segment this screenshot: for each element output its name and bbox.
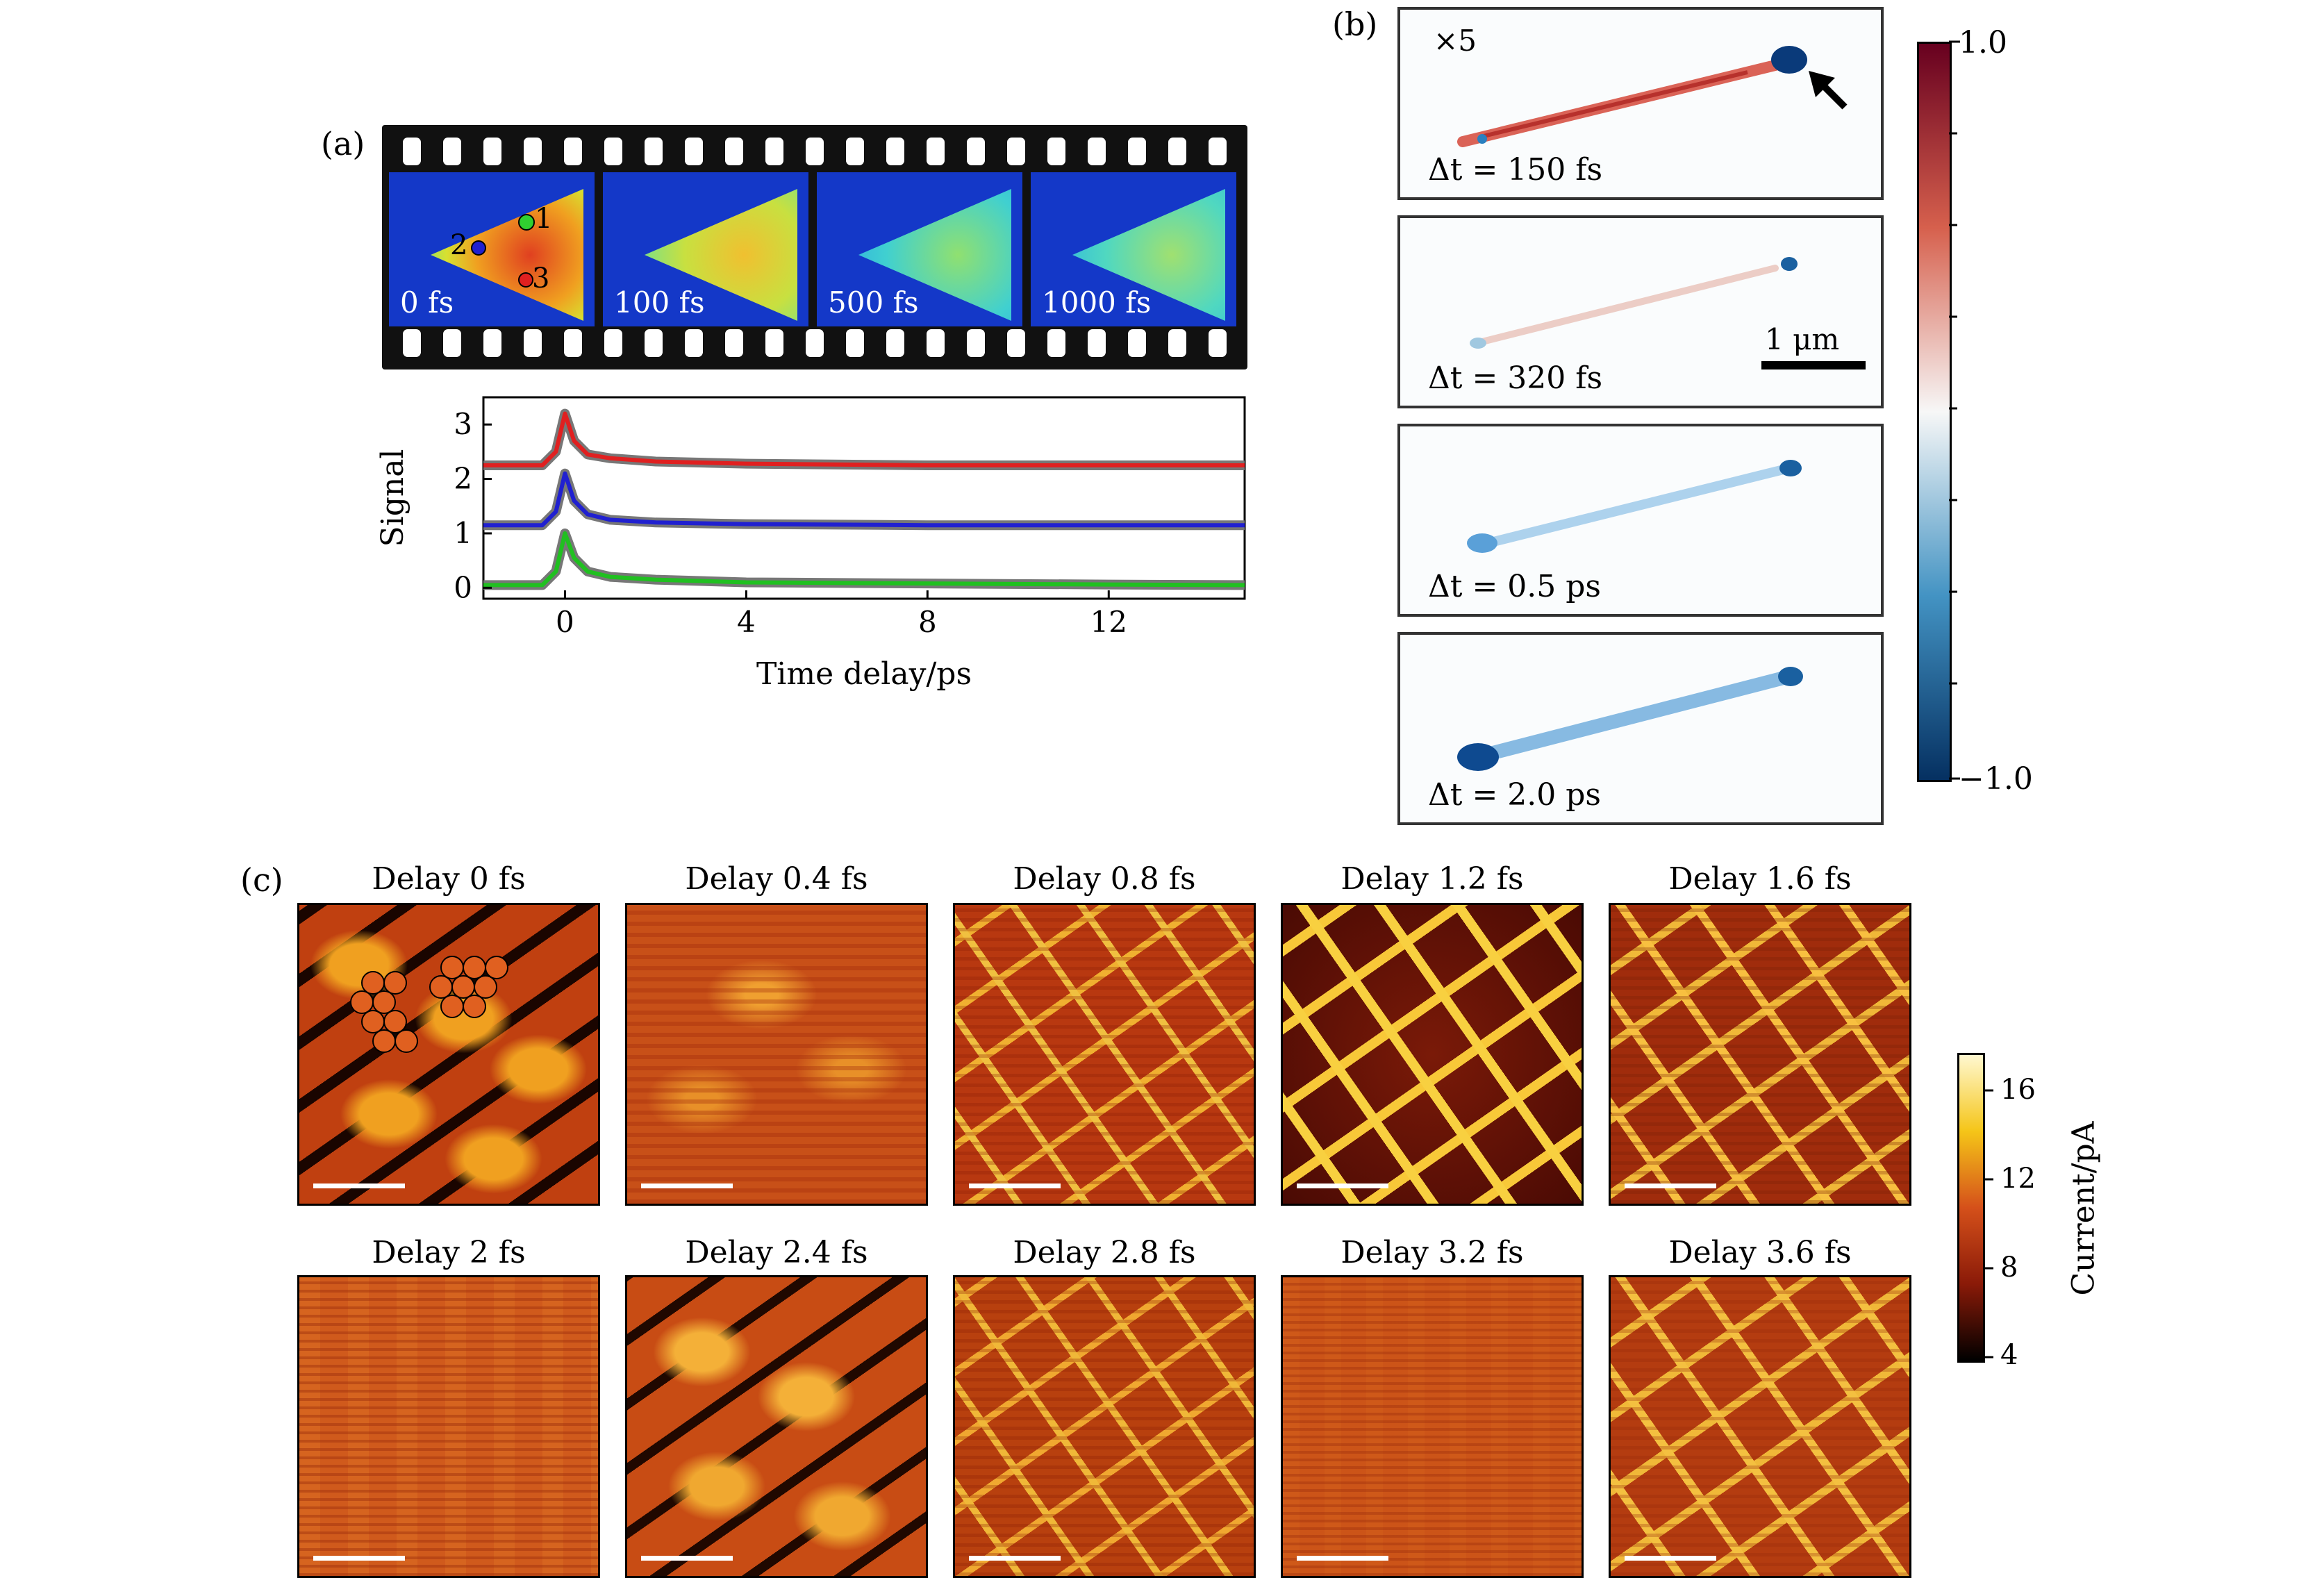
stm-title: Delay 1.2 fs — [1341, 861, 1524, 897]
stm-image-2 — [953, 903, 1256, 1206]
stm-image-6 — [625, 1275, 928, 1578]
marker-2-label: 2 — [450, 229, 468, 261]
stm-image-0 — [297, 903, 600, 1206]
panel-c-label: (c) — [240, 861, 283, 899]
x-axis-label: Time delay/ps — [756, 656, 972, 692]
stm-title: Delay 2.8 fs — [1013, 1235, 1196, 1270]
colorbar-c — [1957, 1053, 1985, 1363]
colorbar-c-tick: 16 — [2000, 1074, 2036, 1106]
marker-1-dot — [518, 214, 535, 231]
stm-image-7 — [953, 1275, 1256, 1578]
marker-1-label: 1 — [535, 203, 553, 235]
scale-bar — [1297, 1184, 1388, 1188]
transient-frame-150fs: ×5 Δt = 150 fs — [1397, 7, 1884, 200]
y-tick-label: 3 — [454, 407, 472, 441]
stm-title: Delay 2 fs — [372, 1235, 526, 1270]
scale-bar — [641, 1556, 733, 1561]
stm-title: Delay 0.4 fs — [685, 861, 868, 897]
frame-label: Δt = 320 fs — [1428, 360, 1603, 396]
stm-image-9 — [1609, 1275, 1911, 1578]
scale-bar — [641, 1184, 733, 1188]
stm-image-5 — [297, 1275, 600, 1578]
transient-frame-0.5ps: Δt = 0.5 ps — [1397, 424, 1884, 617]
multiplier-label: ×5 — [1434, 24, 1477, 58]
colorbar-c-tick: 12 — [2000, 1163, 2036, 1195]
marker-3-label: 3 — [532, 263, 550, 294]
series-raw-data-2 — [483, 528, 1245, 590]
x-tick-label: 4 — [737, 605, 756, 639]
scale-bar — [1761, 361, 1866, 369]
colorbar-c-tick: 8 — [2000, 1252, 2018, 1284]
marker-2-dot — [471, 240, 486, 256]
y-tick-label: 0 — [454, 570, 472, 604]
nanowire-signal — [1457, 46, 1848, 147]
frame-label: 100 fs — [614, 285, 705, 319]
colorbar-b-min: −1.0 — [1959, 761, 2033, 797]
film-frame-100: 100 fs — [603, 172, 808, 326]
film-frame-0: 1 2 3 0 fs — [389, 172, 595, 326]
panel-b-label: (b) — [1332, 6, 1378, 43]
transient-frame-2.0ps: Δt = 2.0 ps — [1397, 632, 1884, 825]
x-tick-label: 12 — [1090, 605, 1127, 639]
stm-image-8 — [1281, 1275, 1584, 1578]
y-tick-label: 1 — [454, 516, 472, 550]
arrow-icon — [1809, 71, 1848, 110]
y-axis-label: Signal — [375, 449, 410, 547]
panel-a-label: (a) — [321, 125, 365, 163]
stm-title: Delay 3.2 fs — [1341, 1235, 1524, 1270]
scale-bar — [1625, 1184, 1716, 1188]
colorbar-b — [1917, 42, 1952, 782]
frame-label: Δt = 150 fs — [1428, 152, 1603, 188]
x-tick-label: 8 — [918, 605, 937, 639]
frame-label: 500 fs — [828, 285, 919, 319]
colorbar-b-max: 1.0 — [1959, 25, 2007, 60]
stm-image-4 — [1609, 903, 1911, 1206]
frame-label: 0 fs — [400, 285, 454, 319]
stm-title: Delay 3.6 fs — [1668, 1235, 1852, 1270]
scale-bar-label: 1 μm — [1765, 322, 1840, 356]
scale-bar — [1625, 1556, 1716, 1561]
plot-frame — [482, 396, 1246, 600]
scale-bar — [969, 1556, 1061, 1561]
frame-label: Δt = 2.0 ps — [1428, 777, 1602, 813]
stm-title: Delay 0 fs — [372, 861, 526, 897]
stm-title: Delay 2.4 fs — [685, 1235, 868, 1270]
series-fit-line-1 — [483, 471, 1245, 528]
film-frame-500: 500 fs — [817, 172, 1022, 326]
film-strip: 1 2 3 0 fs 100 fs 500 fs 1000 fs — [382, 125, 1247, 369]
y-tick-label: 2 — [454, 462, 472, 496]
series-fit-line-2 — [483, 531, 1245, 588]
scale-bar — [1297, 1556, 1388, 1561]
frame-label: Δt = 0.5 ps — [1428, 569, 1602, 604]
colorbar-c-label: Current/pA — [2066, 1121, 2102, 1296]
stm-title: Delay 1.6 fs — [1668, 861, 1852, 897]
stm-image-3 — [1281, 903, 1584, 1206]
series-fit-line-0 — [483, 411, 1245, 467]
colorbar-c-tick: 4 — [2000, 1339, 2018, 1371]
scale-bar — [313, 1184, 405, 1188]
marker-3-dot — [518, 272, 533, 288]
scale-bar — [313, 1556, 405, 1561]
stm-image-1 — [625, 903, 928, 1206]
film-frame-1000: 1000 fs — [1031, 172, 1236, 326]
stm-title: Delay 0.8 fs — [1013, 861, 1196, 897]
frame-label: 1000 fs — [1042, 285, 1152, 319]
x-tick-label: 0 — [556, 605, 574, 639]
scale-bar — [969, 1184, 1061, 1188]
molecule-overlay — [350, 956, 508, 1053]
transient-frame-320fs: 1 μm Δt = 320 fs — [1397, 215, 1884, 408]
